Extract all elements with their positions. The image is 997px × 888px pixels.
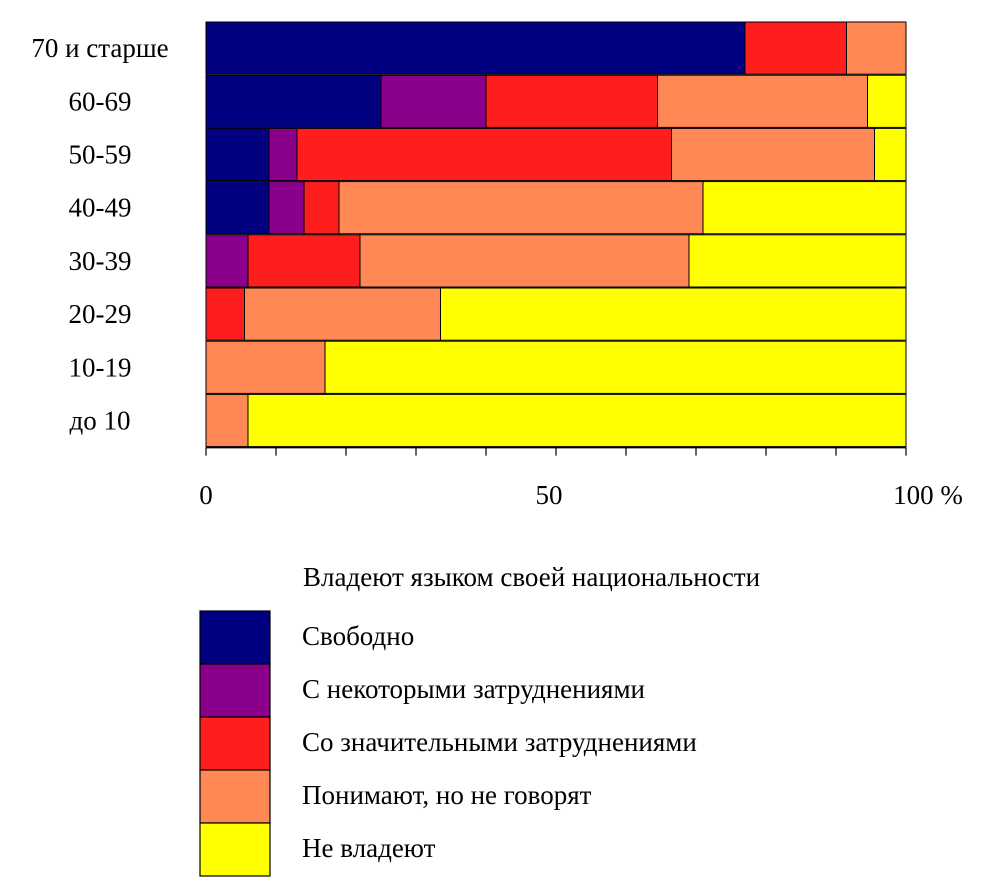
bar-1-series-4 [867,74,907,128]
legend-swatch-0 [199,610,271,665]
bar-2-series-2 [296,127,672,182]
legend: Владеют языком своей национальности Своб… [199,562,760,877]
bar-6-series-3 [205,340,326,394]
category-label: 10-19 [69,352,132,382]
legend-label: Со значительными затруднениями [302,727,697,757]
category-label: 30-39 [69,246,132,276]
category-label: 60-69 [69,86,132,116]
bar-5-series-2 [205,287,245,341]
bar-4-series-2 [247,234,361,288]
bar-6-series-4 [324,340,907,394]
bar-0-series-0 [205,21,746,75]
legend-label: Понимают, но не говорят [302,780,592,810]
legend-title: Владеют языком своей национальности [303,562,760,592]
bar-7-series-3 [205,393,249,448]
category-label: 40-49 [69,193,132,223]
legend-label: Свободно [302,621,414,651]
bar-3-series-3 [338,181,704,235]
x-tick-label: 50 [536,480,563,510]
bar-0-series-3 [846,21,907,75]
legend-swatch-1 [199,663,271,718]
bar-7-series-4 [247,393,907,448]
legend-label: С некоторыми затруднениями [302,674,645,704]
bar-3-series-0 [205,181,270,235]
x-tick-label: 0 [199,480,213,510]
bar-2-series-4 [874,127,907,182]
bar-5-series-3 [244,287,441,341]
bar-0-series-2 [744,21,847,75]
bar-1-series-3 [657,74,868,128]
bars-group [205,21,907,448]
bar-3-series-2 [303,181,340,235]
bar-4-series-1 [205,234,249,288]
legend-swatch-4 [199,822,271,877]
bar-2-series-1 [268,127,298,182]
bar-1-series-2 [485,74,658,128]
legend-swatch-3 [199,769,271,824]
bar-1-series-0 [205,74,382,128]
category-label: 20-29 [69,299,132,329]
category-label: до 10 [70,406,131,436]
bar-2-series-0 [205,127,270,182]
bar-1-series-1 [380,74,487,128]
x-axis: 0 50 100 % [199,446,963,510]
legend-label: Не владеют [302,833,436,863]
category-label: 50-59 [69,140,132,170]
x-tick-label: 100 % [893,480,963,510]
legend-swatch-2 [199,716,271,771]
bar-5-series-4 [440,287,907,341]
bar-2-series-3 [671,127,875,182]
category-label: 70 и старше [31,33,168,63]
bar-4-series-4 [688,234,907,288]
bar-3-series-4 [702,181,907,235]
bar-3-series-1 [268,181,305,235]
bar-4-series-3 [359,234,690,288]
category-labels: 70 и старше 60-69 50-59 40-49 30-39 20-29 10-1… [31,33,168,435]
